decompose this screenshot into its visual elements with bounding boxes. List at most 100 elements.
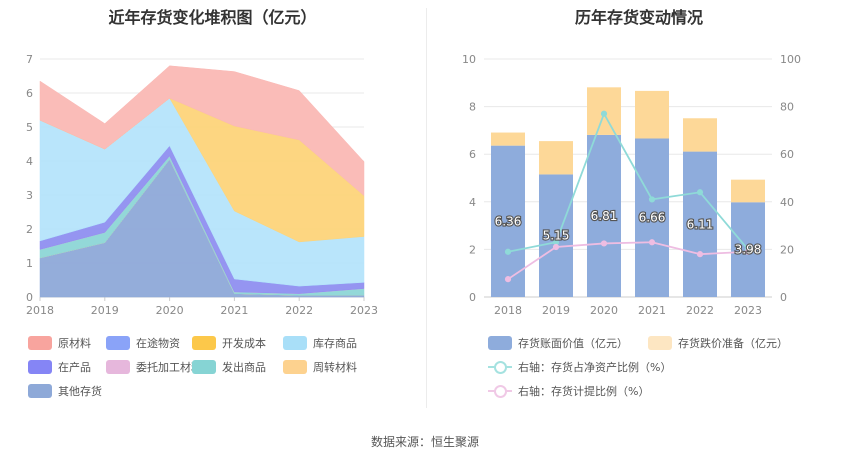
panel-divider xyxy=(426,8,427,408)
area-series xyxy=(39,65,365,197)
line-point xyxy=(648,196,656,203)
stacked-area-chart: 0 1 2 3 4 5 6 7 2018 2019 2020 2021 2022 2023 xyxy=(26,53,378,317)
legend-label: 存货跌价准备（亿元） xyxy=(678,337,788,350)
legend-swatch xyxy=(28,336,52,350)
x-tick-label: 2019 xyxy=(542,304,570,317)
line-point xyxy=(600,240,608,247)
legend-label: 库存商品 xyxy=(313,337,357,350)
x-tick-label: 2020 xyxy=(590,304,618,317)
legend-item[interactable]: 周转材料 xyxy=(283,359,357,375)
x-tick-label: 2019 xyxy=(91,304,119,317)
bar-value-label: 3.98 xyxy=(735,243,762,257)
bar-value-label: 6.81 xyxy=(591,209,618,223)
legend-label: 委托加工材料 xyxy=(136,361,202,374)
y-tick-label: 1 xyxy=(26,257,33,270)
inventory-bar-chart-panel: 历年存货变动情况 0 2 4 6 8 10 0 20 40 60 80 100 2018 2019 2020… xyxy=(428,0,850,410)
x-tick-label: 2020 xyxy=(156,304,184,317)
legend-swatch xyxy=(106,336,130,350)
legend-item[interactable]: 原材料 xyxy=(28,335,91,351)
legend-label: 右轴：存货占净资产比例（%） xyxy=(518,361,672,374)
y-tick-label: 2 xyxy=(26,223,33,236)
legend-swatch xyxy=(106,360,130,374)
legend-label: 周转材料 xyxy=(313,361,357,374)
legend-label: 开发成本 xyxy=(222,337,266,350)
x-tick-label: 2022 xyxy=(686,304,714,317)
left-chart-title: 近年存货变化堆积图（亿元） xyxy=(108,8,317,27)
bar xyxy=(683,118,717,152)
legend-swatch xyxy=(28,384,52,398)
line-point xyxy=(552,243,560,251)
y-tick-label: 4 xyxy=(469,196,476,209)
legend-swatch xyxy=(283,360,307,374)
y2-tick-label: 100 xyxy=(780,53,801,66)
y2-tick-label: 80 xyxy=(780,101,794,114)
legend-item[interactable]: 委托加工材料 xyxy=(106,359,202,375)
line-point xyxy=(600,110,608,117)
bar-value-label: 6.11 xyxy=(687,217,714,231)
y2-tick-label: 0 xyxy=(780,291,787,304)
y-tick-label: 0 xyxy=(26,291,33,304)
legend-item[interactable]: 其他存货 xyxy=(28,383,102,399)
y-tick-label: 10 xyxy=(462,53,476,66)
y2-tick-label: 40 xyxy=(780,196,794,209)
x-tick-label: 2018 xyxy=(494,304,522,317)
legend-swatch xyxy=(648,336,672,350)
bar xyxy=(539,141,573,175)
legend-label: 右轴：存货计提比例（%） xyxy=(518,385,650,398)
x-tick-label: 2023 xyxy=(734,304,762,317)
y2-tick-label: 20 xyxy=(780,243,794,256)
y2-tick-label: 60 xyxy=(780,148,794,161)
line-point xyxy=(648,239,656,246)
bar xyxy=(635,90,669,139)
stacked-area-chart-panel: 近年存货变化堆积图（亿元） 0 1 2 3 4 5 6 7 2018 2019 2020 2021 20… xyxy=(0,0,425,410)
legend-item[interactable]: 存货账面价值（亿元） xyxy=(488,335,628,351)
legend-swatch xyxy=(192,360,216,374)
x-tick-label: 2022 xyxy=(285,304,313,317)
legend-swatch xyxy=(192,336,216,350)
y-tick-label: 6 xyxy=(469,148,476,161)
legend-item[interactable]: 库存商品 xyxy=(283,335,357,351)
legend-label: 其他存货 xyxy=(58,385,102,398)
legend-item[interactable]: 存货跌价准备（亿元） xyxy=(648,335,788,351)
legend-swatch xyxy=(283,336,307,350)
bar-value-label: 5.15 xyxy=(543,229,570,243)
x-tick-label: 2018 xyxy=(26,304,54,317)
bar xyxy=(491,132,525,146)
bar xyxy=(539,174,573,297)
legend-item[interactable]: 在途物资 xyxy=(106,335,180,351)
legend-label: 在途物资 xyxy=(136,337,180,350)
line-point xyxy=(696,189,704,196)
legend-label: 原材料 xyxy=(58,337,91,350)
line-point xyxy=(696,251,704,258)
legend-swatch xyxy=(28,360,52,374)
legend-label: 在产品 xyxy=(58,361,91,374)
legend-item[interactable]: 在产品 xyxy=(28,359,91,375)
legend-swatch xyxy=(488,384,512,398)
legend-item[interactable]: 开发成本 xyxy=(192,335,266,351)
legend-item[interactable]: 发出商品 xyxy=(192,359,266,375)
x-tick-label: 2021 xyxy=(220,304,248,317)
y-tick-label: 8 xyxy=(469,101,476,114)
legend-label: 存货账面价值（亿元） xyxy=(518,337,628,350)
y-tick-label: 6 xyxy=(26,87,33,100)
legend-label: 发出商品 xyxy=(222,361,266,374)
y-tick-label: 3 xyxy=(26,189,33,202)
y-tick-label: 5 xyxy=(26,121,33,134)
bar xyxy=(587,134,621,297)
legend-item[interactable]: 右轴：存货计提比例（%） xyxy=(488,383,649,399)
line-point xyxy=(504,248,512,255)
y-tick-label: 2 xyxy=(469,243,476,256)
x-tick-label: 2023 xyxy=(350,304,378,317)
bar xyxy=(635,138,669,297)
legend-item[interactable]: 右轴：存货占净资产比例（%） xyxy=(488,359,671,375)
y-tick-label: 4 xyxy=(26,155,33,168)
bar-value-label: 6.36 xyxy=(495,214,522,228)
bar xyxy=(731,179,765,203)
line-series xyxy=(507,241,749,280)
x-tick-label: 2021 xyxy=(638,304,666,317)
bar-value-label: 6.66 xyxy=(639,211,666,225)
legend-swatch xyxy=(488,336,512,350)
line-point xyxy=(504,276,512,283)
data-source-note: 数据来源：恒生聚源 xyxy=(370,435,479,449)
